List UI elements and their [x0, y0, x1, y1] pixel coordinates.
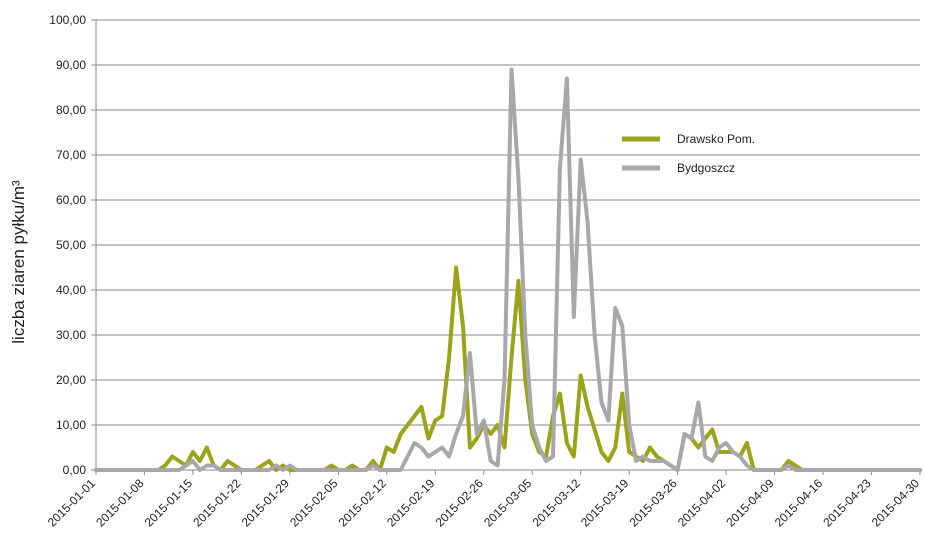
- y-tick-label: 70,00: [56, 148, 86, 162]
- y-tick-label: 40,00: [56, 283, 86, 297]
- y-tick-label: 80,00: [56, 103, 86, 117]
- y-tick-label: 60,00: [56, 193, 86, 207]
- x-tick-label: 2015-01-29: [239, 476, 293, 530]
- x-tick-label: 2015-04-30: [869, 476, 923, 530]
- x-tick-label: 2015-02-05: [287, 476, 341, 530]
- x-tick-label: 2015-04-02: [675, 476, 729, 530]
- series-line-1: [94, 67, 922, 472]
- x-tick-label: 2015-03-12: [530, 476, 584, 530]
- x-tick-label: 2015-01-22: [190, 476, 244, 530]
- x-tick-label: 2015-02-12: [336, 476, 390, 530]
- y-tick-label: 30,00: [56, 328, 86, 342]
- series-lines: [94, 67, 922, 472]
- y-axis-label: liczba ziaren pyłku/m³: [9, 180, 28, 344]
- y-tick-label: 10,00: [56, 418, 86, 432]
- x-tick-label: 2015-03-26: [626, 476, 680, 530]
- y-tick-label: 50,00: [56, 238, 86, 252]
- legend: Drawsko Pom. Bydgoszcz: [622, 132, 755, 175]
- x-tick-label: 2015-03-05: [481, 476, 535, 530]
- y-tick-label: 20,00: [56, 373, 86, 387]
- legend-label-bydgoszcz: Bydgoszcz: [677, 161, 735, 175]
- x-tick-label: 2015-01-01: [45, 476, 99, 530]
- y-tick-label: 90,00: [56, 58, 86, 72]
- legend-label-drawsko: Drawsko Pom.: [677, 132, 755, 146]
- x-tick-label: 2015-04-23: [820, 476, 874, 530]
- x-tick-label: 2015-01-08: [93, 476, 147, 530]
- y-axis-tick-labels: 0,00 10,00 20,00 30,00 40,00 50,00 60,00 70,00 8…: [49, 13, 86, 477]
- y-tick-label: 100,00: [49, 13, 86, 27]
- y-tick-label: 0,00: [63, 463, 87, 477]
- x-tick-label: 2015-02-19: [384, 476, 438, 530]
- x-tick-label: 2015-04-16: [772, 476, 826, 530]
- x-tick-label: 2015-01-15: [142, 476, 196, 530]
- x-axis-tick-labels: 2015-01-012015-01-082015-01-152015-01-22…: [45, 470, 923, 530]
- x-tick-label: 2015-04-09: [723, 476, 777, 530]
- gridlines: [91, 19, 920, 471]
- x-tick-label: 2015-03-19: [578, 476, 632, 530]
- x-tick-label: 2015-02-26: [433, 476, 487, 530]
